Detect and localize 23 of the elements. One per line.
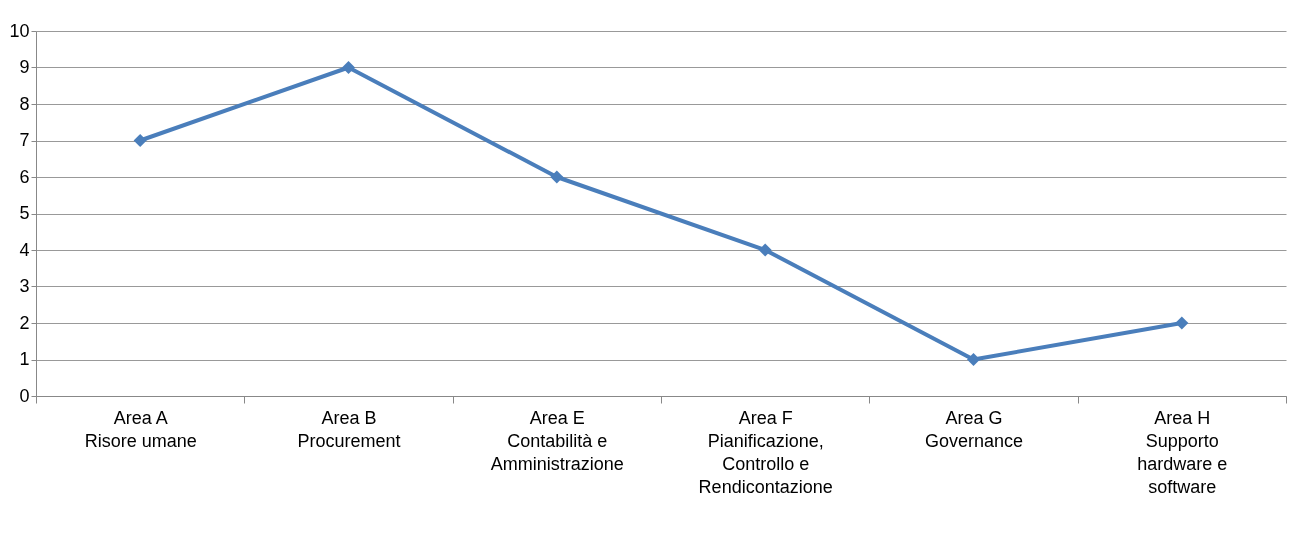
point <box>758 243 772 257</box>
x-tick-label: Area G Governance <box>924 407 1024 451</box>
x-tick-label: Area H Supporto hardware e software <box>1137 407 1228 497</box>
y-tick-label: 1 <box>19 349 30 369</box>
point <box>133 133 147 148</box>
y-tick-label: 3 <box>19 276 30 296</box>
point <box>1175 316 1189 330</box>
y-tick-label: 8 <box>19 93 30 114</box>
y-tick-label: 7 <box>19 130 30 150</box>
x-tick-label: Area F Pianificazione, Controllo e Rendicontazione <box>698 407 833 497</box>
y-tick-label: 5 <box>19 203 30 223</box>
x-tick-label: Area B Procurement <box>297 407 401 451</box>
point <box>550 170 564 184</box>
y-tick-label: 0 <box>19 385 30 406</box>
y-tick-label: 2 <box>19 312 30 333</box>
x-tick-label: Area E Contabilità e Amministrazione <box>490 407 624 474</box>
y-tick-label: 4 <box>19 239 30 260</box>
y-tick-label: 10 <box>9 20 30 41</box>
point <box>341 60 356 75</box>
y-tick-label: 9 <box>19 57 30 77</box>
point <box>966 352 981 367</box>
y-tick-label: 6 <box>19 166 30 187</box>
x-tick-label: Area A Risore umane <box>84 407 197 451</box>
